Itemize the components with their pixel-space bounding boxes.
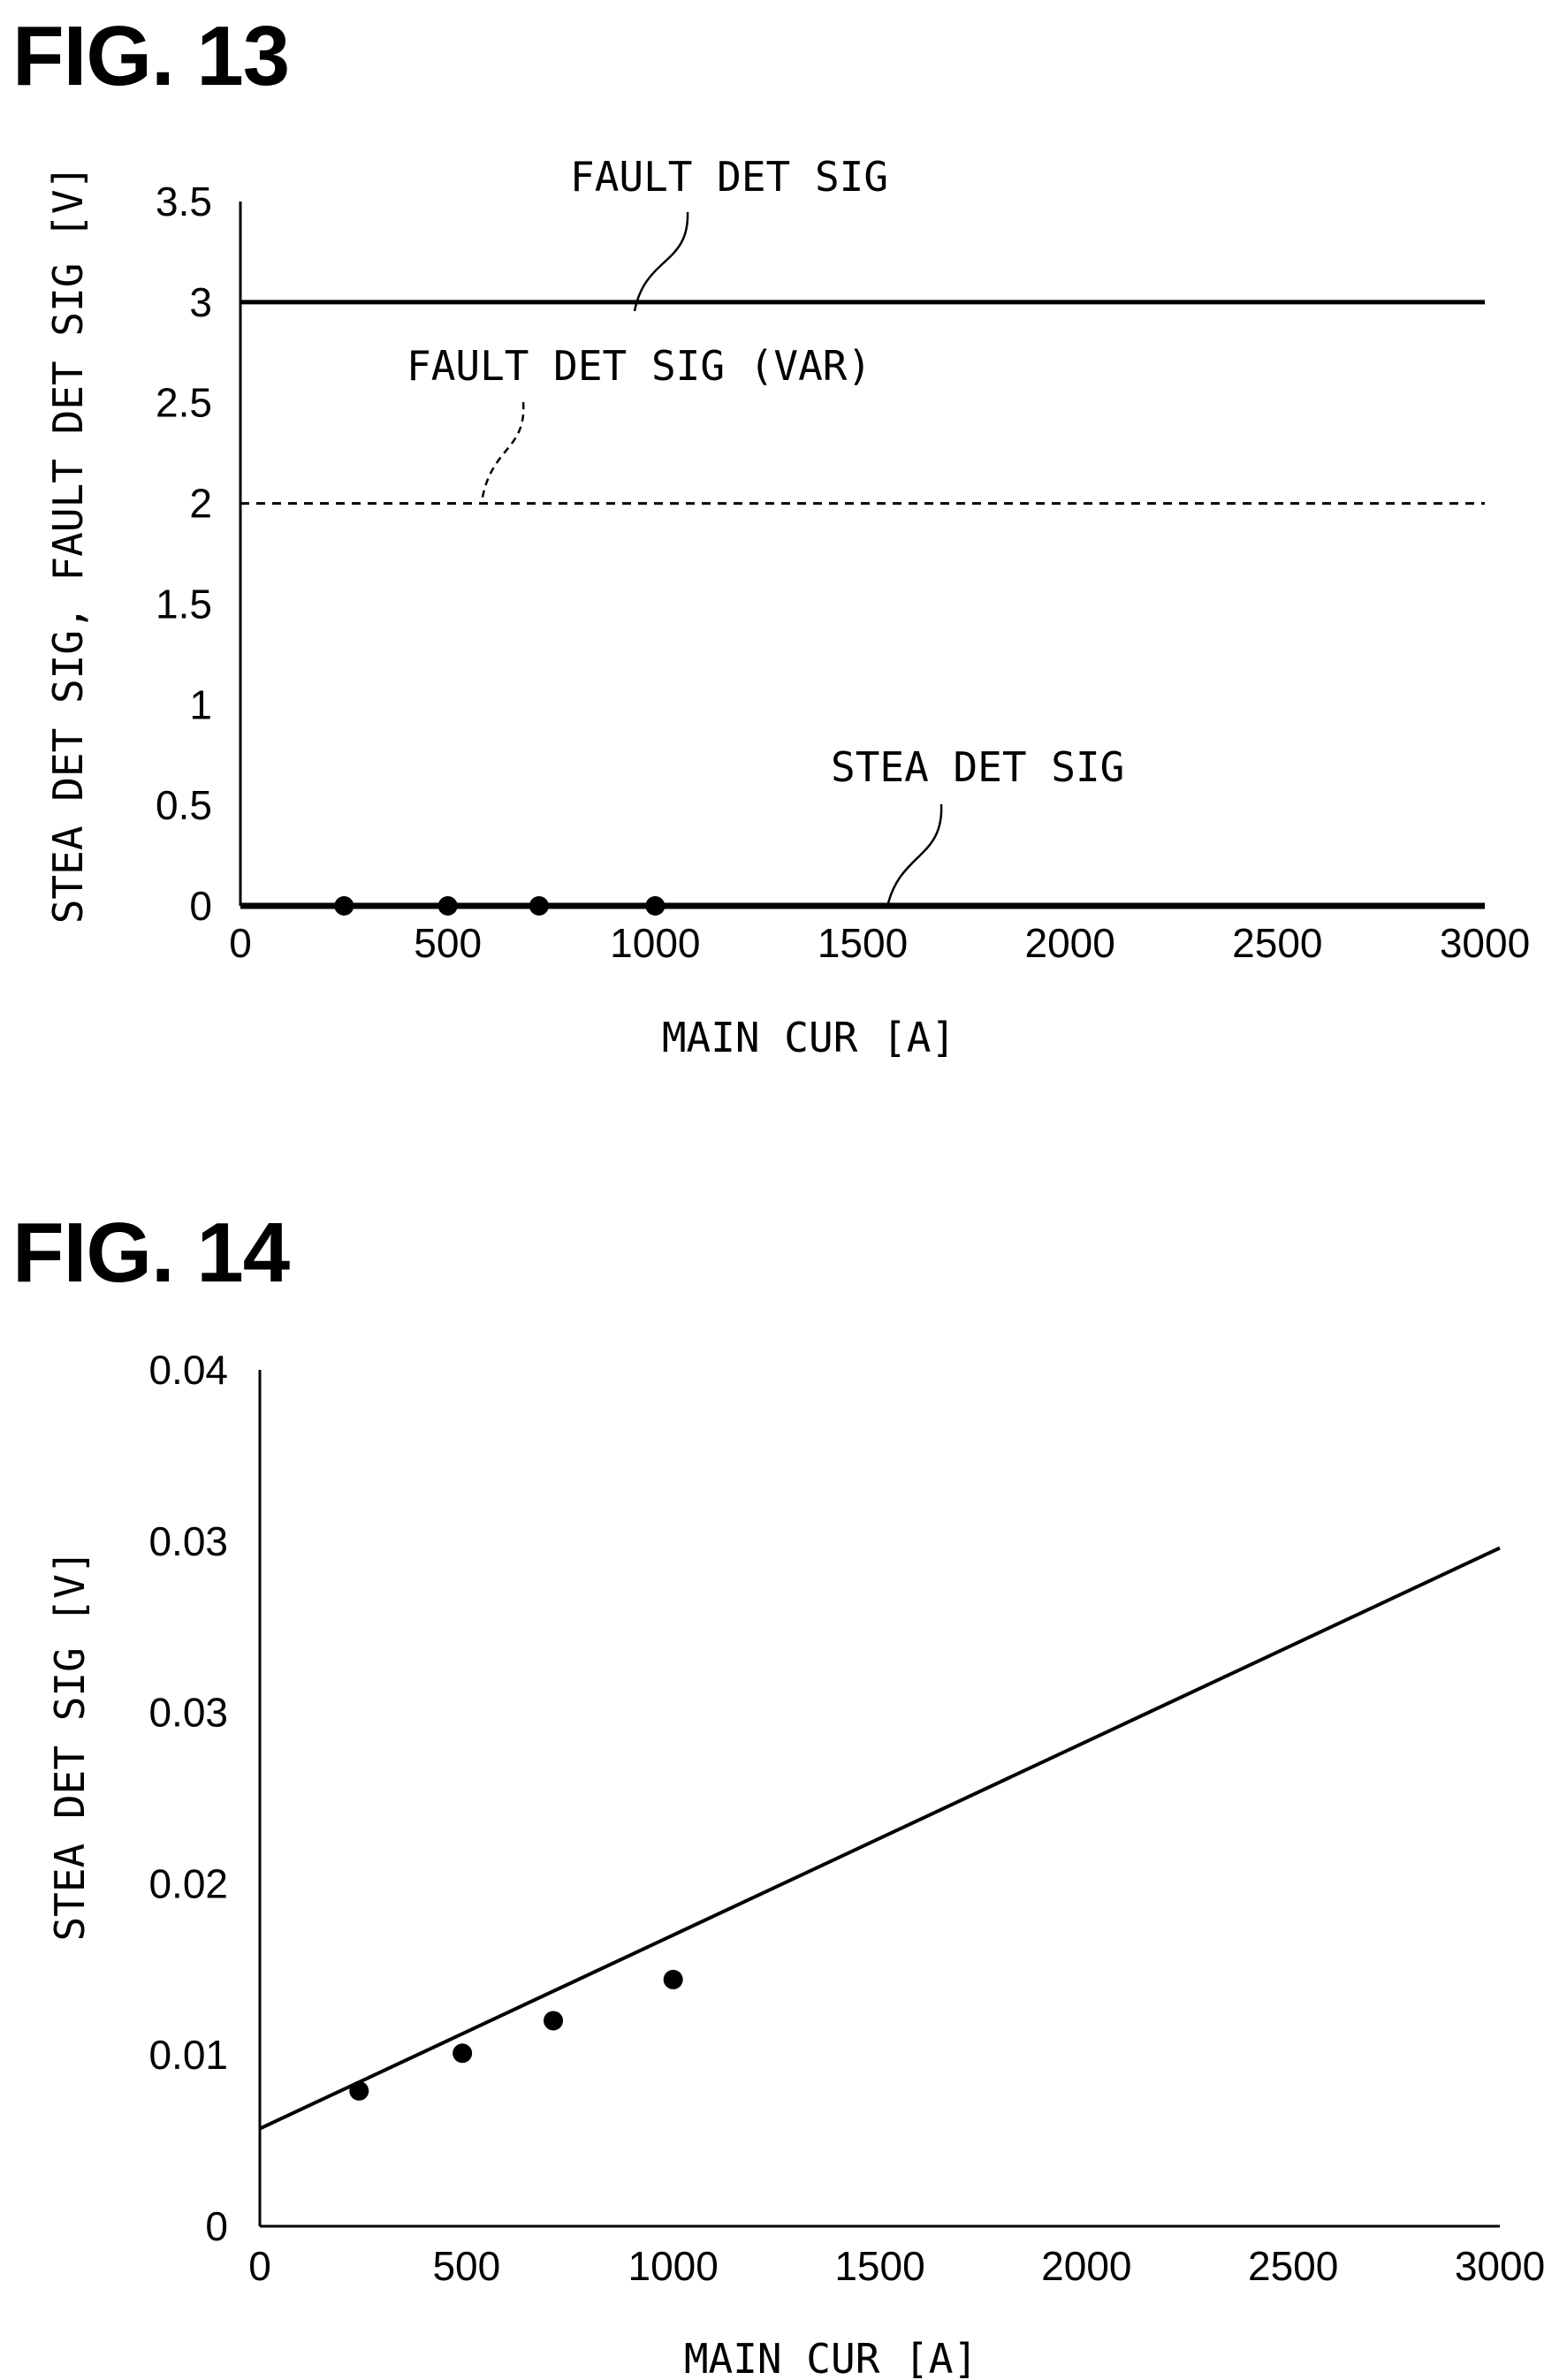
fig13-data-point: [645, 896, 666, 916]
fig13-x-tick-label: 2500: [1232, 920, 1322, 966]
fig13-leader-fault: [633, 211, 689, 312]
fig13-annotation-fault-det-sig-var: FAULT DET SIG (VAR): [407, 342, 871, 390]
fig13-y-tick-label: 1.5: [156, 581, 212, 627]
fig13-data-point: [529, 896, 549, 916]
fig13-data-point: [334, 896, 354, 916]
fig13-y-tick-label: 3: [189, 279, 212, 325]
fig13-y-tick-label: 2.5: [156, 380, 212, 426]
fig13-annotation-fault-det-sig: FAULT DET SIG: [570, 153, 888, 201]
fig14-label: FIG. 14: [12, 1205, 290, 1300]
fig13-x-tick-label: 2000: [1024, 920, 1114, 966]
fig13-x-tick-label: 3000: [1440, 920, 1530, 966]
fig13-y-tick-label: 1: [189, 681, 212, 727]
fig13-y-tick-label: 0: [189, 883, 212, 929]
fig13-y-tick-label: 3.5: [156, 179, 212, 224]
fig13-y-axis-title: STEA DET SIG, FAULT DET SIG [V]: [44, 165, 92, 924]
fig13-data-point: [437, 896, 458, 916]
fig13-label: FIG. 13: [12, 9, 290, 103]
fig13-x-axis-title: MAIN CUR [A]: [662, 1014, 955, 1061]
fig13-leader-stea: [886, 803, 943, 904]
fig13-leader-fault-var: [480, 401, 525, 503]
fig13-x-tick-label: 1000: [610, 920, 700, 966]
fig13-x-tick-label: 0: [229, 920, 252, 966]
fig13-y-tick-label: 2: [189, 481, 212, 527]
fig13-y-tick-label: 0.5: [156, 782, 212, 828]
fig13-annotation-stea-det-sig: STEA DET SIG: [831, 743, 1124, 791]
fig13-x-tick-label: 1500: [818, 920, 908, 966]
fig13-x-tick-label: 500: [414, 920, 482, 966]
